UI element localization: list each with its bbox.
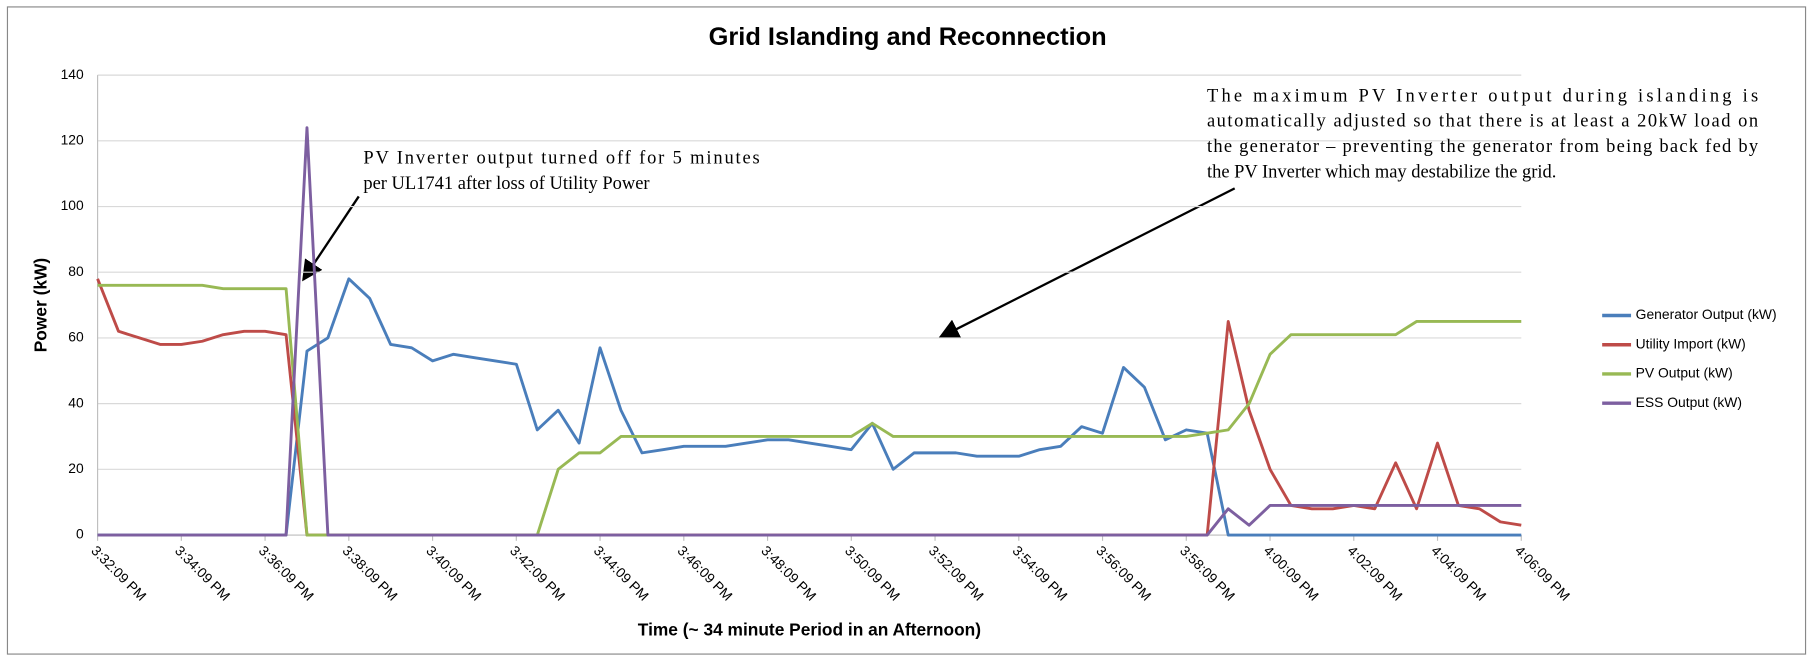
legend-label: PV Output (kW) xyxy=(1636,365,1733,381)
annotation-arrow xyxy=(938,187,1236,339)
y-tick-label: 140 xyxy=(61,66,84,82)
annotation-text: The maximum PV Inverter output during is… xyxy=(1207,85,1758,105)
y-tick-label: 120 xyxy=(61,131,84,147)
y-tick-label: 0 xyxy=(76,526,84,542)
chart-title: Grid Islanding and Reconnection xyxy=(709,23,1107,51)
annotation-text: per UL1741 after loss of Utility Power xyxy=(363,173,649,193)
y-tick-label: 60 xyxy=(68,329,84,345)
annotation-text: PV Inverter output turned off for 5 minu… xyxy=(363,148,759,168)
series-line xyxy=(97,277,1522,537)
annotation-arrow xyxy=(302,195,360,282)
x-axis-label: Time (~ 34 minute Period in an Afternoon… xyxy=(638,620,981,640)
series-line xyxy=(97,126,1522,537)
annotation-text: the PV Inverter which may destabilize th… xyxy=(1207,162,1556,182)
annotation-text: the generator – preventing the generator… xyxy=(1207,136,1759,156)
legend-label: Generator Output (kW) xyxy=(1636,306,1777,322)
y-axis-label: Power (kW) xyxy=(31,258,51,352)
chart-border xyxy=(6,6,1807,655)
y-tick-label: 40 xyxy=(68,394,84,410)
annotation-text: automatically adjusted so that there is … xyxy=(1207,111,1758,131)
legend-label: Utility Import (kW) xyxy=(1636,335,1746,351)
y-tick-label: 100 xyxy=(61,197,84,213)
legend-label: ESS Output (kW) xyxy=(1636,394,1742,410)
y-tick-label: 20 xyxy=(68,460,84,476)
y-tick-label: 80 xyxy=(68,263,84,279)
